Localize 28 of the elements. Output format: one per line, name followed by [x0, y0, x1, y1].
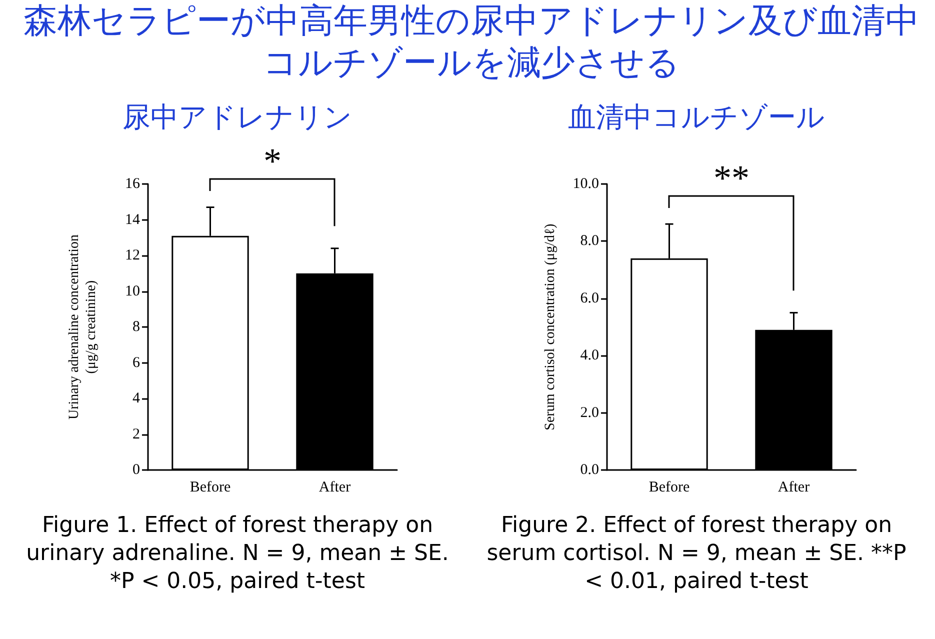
- y-tick-label: 6.0: [580, 290, 599, 306]
- x-tick-label: After: [778, 480, 810, 496]
- y-tick-label: 16: [125, 176, 140, 192]
- y-axis-title: Urinary adrenaline concentration (μg/g creatinine): [67, 234, 99, 420]
- y-tick-label: 0.0: [580, 462, 599, 478]
- y-tick-label: 8.0: [580, 233, 599, 250]
- y-tick-label: 14: [125, 212, 140, 228]
- caption: Figure 1. Effect of forest therapy on urinary adrenaline. N = 9, mean ± SE. *P < 0.05, paired t-test: [25, 512, 450, 596]
- text: 森林セラピーが中高年男性の尿中アドレナリン及び血清中コルチゾールを減少させる: [22, 0, 920, 85]
- y-tick-label: 4: [132, 390, 140, 406]
- chart-title: 血清中コルチゾール: [568, 100, 825, 134]
- y-tick-label: 8: [132, 319, 140, 335]
- x-tick-label: Before: [190, 480, 231, 496]
- x-tick-label: Before: [648, 480, 690, 496]
- chart-title: 尿中アドレナリン: [122, 100, 352, 134]
- annotation: **: [712, 158, 750, 198]
- y-tick-label: 10.0: [572, 176, 599, 192]
- y-tick-label: 10: [125, 283, 140, 300]
- y-tick-label: 2.0: [580, 404, 599, 421]
- x-tick-label: After: [318, 480, 351, 496]
- y-tick-label: 0: [132, 462, 140, 478]
- caption: Figure 2. Effect of forest therapy on serum cortisol. N = 9, mean ± SE. **P < 0.01, paired t-test: [486, 512, 908, 596]
- y-axis-title: Serum cortisol concentration (μg/dℓ): [543, 223, 558, 430]
- text: *: [262, 141, 282, 182]
- y-tick-label: 12: [125, 248, 140, 264]
- y-tick-label: 2: [132, 426, 140, 442]
- y-tick-label: 6: [132, 354, 140, 371]
- y-tick-label: 4.0: [580, 348, 599, 364]
